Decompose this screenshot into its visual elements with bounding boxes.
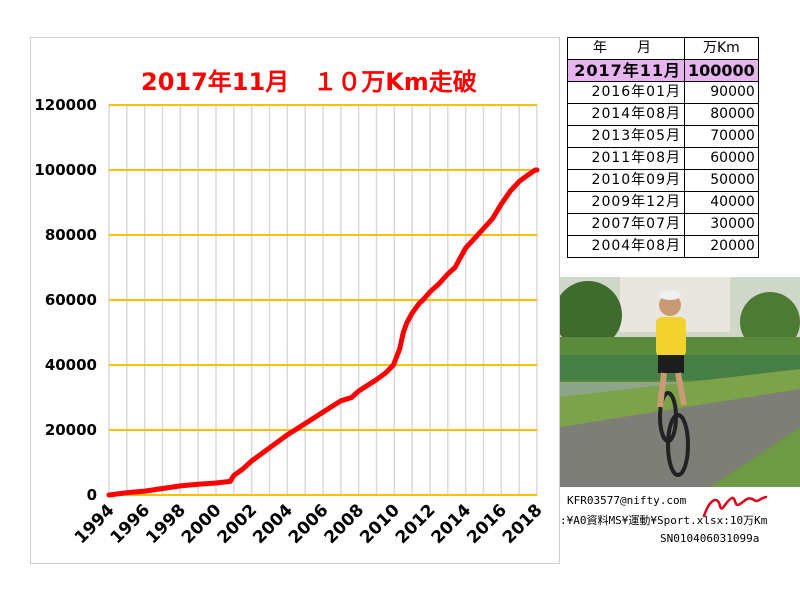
row-km: 40000: [684, 191, 759, 214]
y-tick-label: 60000: [45, 291, 97, 309]
x-tick-label: 2016: [463, 500, 511, 548]
x-tick-label: 2006: [285, 500, 333, 548]
y-tick-label: 0: [87, 486, 97, 504]
table-row: 2009年12月 40000: [567, 191, 759, 214]
table-row: 2013年05月 70000: [567, 125, 759, 148]
row-date: 2007年07月: [567, 213, 685, 236]
email-text: KFR03577@nifty.com: [567, 494, 687, 507]
table-row: 2010年09月 50000: [567, 169, 759, 192]
x-tick-label: 2000: [178, 500, 226, 548]
row-km: 60000: [684, 147, 759, 170]
y-tick-label: 100000: [34, 161, 97, 179]
x-tick-label: 2008: [321, 500, 369, 548]
x-tick-label: 1998: [142, 500, 190, 548]
serial-text: SN010406031099a: [660, 532, 760, 545]
table-header-row: 年 月 万Km: [567, 37, 759, 60]
row-km: 90000: [684, 81, 759, 104]
mileage-table: 年 月 万Km 2017年11月 100000 2016年01月 90000 20…: [567, 37, 759, 258]
x-axis-ticks: 1994199619982000200220042006200820102012…: [71, 500, 547, 548]
line-chart: 2017年11月 １０万Km走破 0 20000 40000 60000 80000 10…: [34, 68, 547, 548]
row-date: 2016年01月: [567, 81, 685, 104]
y-tick-label: 80000: [45, 226, 97, 244]
row-date: 2010年09月: [567, 169, 685, 192]
table-row: 2011年08月 60000: [567, 147, 759, 170]
x-tick-label: 1996: [107, 500, 155, 548]
x-tick-label: 2004: [249, 500, 297, 548]
row-date: 2009年12月: [567, 191, 685, 214]
x-tick-label: 1994: [71, 500, 119, 548]
y-tick-label: 40000: [45, 356, 97, 374]
table-row: 2016年01月 90000: [567, 81, 759, 104]
row-km: 80000: [684, 103, 759, 126]
row-km: 20000: [684, 235, 759, 258]
filepath-text: :¥A0資料MS¥運動¥Sport.xlsx:10万Km: [560, 514, 768, 527]
row-date: 2014年08月: [567, 103, 685, 126]
table-row: 2004年08月 20000: [567, 235, 759, 258]
signature-mark: [702, 495, 768, 518]
highlight-km: 100000: [684, 59, 759, 82]
y-axis-ticks: 0 20000 40000 60000 80000 100000 120000: [34, 96, 97, 504]
row-km: 30000: [684, 213, 759, 236]
row-date: 2013年05月: [567, 125, 685, 148]
table-row: 2007年07月 30000: [567, 213, 759, 236]
highlight-row: 2017年11月 100000: [567, 59, 759, 82]
x-tick-label: 2014: [428, 500, 476, 548]
header-km: 万Km: [684, 37, 759, 60]
y-tick-label: 20000: [45, 421, 97, 439]
y-tick-label: 120000: [34, 96, 97, 114]
x-tick-label: 2002: [214, 500, 262, 548]
row-date: 2004年08月: [567, 235, 685, 258]
row-km: 70000: [684, 125, 759, 148]
horizontal-gridlines: [109, 104, 537, 496]
x-tick-label: 2018: [499, 500, 547, 548]
series-line-cumulative-distance: [106, 167, 540, 498]
table-row: 2014年08月 80000: [567, 103, 759, 126]
x-tick-label: 2010: [356, 500, 404, 548]
highlight-date: 2017年11月: [567, 59, 685, 82]
chart-frame: 2017年11月 １０万Km走破 0 20000 40000 60000 80000 10…: [30, 37, 560, 564]
header-year-month: 年 月: [567, 37, 685, 60]
chart-title: 2017年11月 １０万Km走破: [141, 68, 477, 96]
cyclist-photo: [560, 277, 800, 487]
x-tick-label: 2012: [392, 500, 440, 548]
row-km: 50000: [684, 169, 759, 192]
row-date: 2011年08月: [567, 147, 685, 170]
